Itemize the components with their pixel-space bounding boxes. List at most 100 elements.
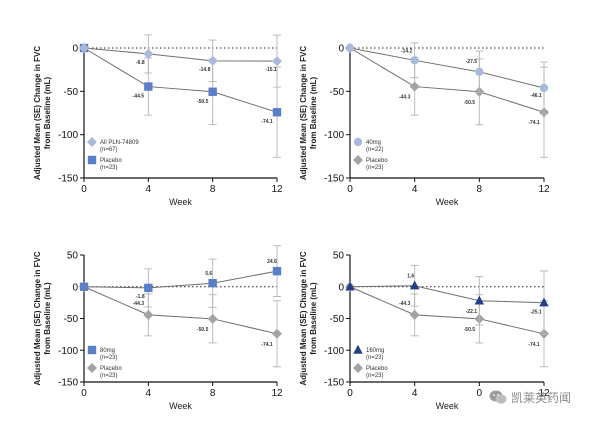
data-point bbox=[207, 55, 218, 66]
data-point bbox=[539, 297, 549, 307]
data-point bbox=[345, 281, 355, 291]
data-point bbox=[79, 282, 89, 291]
data-label: -44.3 bbox=[133, 301, 145, 307]
y-tick-label: -100 bbox=[58, 346, 78, 357]
data-label: -74.1 bbox=[528, 120, 540, 126]
legend-marker bbox=[353, 155, 363, 165]
data-label: -50.5 bbox=[464, 327, 476, 333]
legend-n: (n=23) bbox=[100, 373, 118, 379]
y-axis-title: Adjusted Mean (SE) Change in FVCfrom Bas… bbox=[33, 251, 52, 385]
data-label: 5.6 bbox=[205, 271, 212, 277]
x-tick-label: 8 bbox=[210, 184, 216, 195]
series-line bbox=[349, 286, 545, 335]
data-point bbox=[345, 43, 355, 53]
y-axis-title-line: Adjusted Mean (SE) Change in FVC bbox=[33, 46, 42, 180]
data-label: -44.3 bbox=[399, 95, 411, 101]
data-point bbox=[272, 328, 282, 339]
data-label: -25.1 bbox=[530, 310, 542, 316]
data-point bbox=[144, 82, 153, 91]
legend-marker bbox=[87, 345, 97, 355]
legend-n: (n=23) bbox=[366, 165, 384, 171]
watermark: 凯莱英药闻 bbox=[489, 389, 579, 407]
series-line bbox=[83, 286, 278, 335]
data-point bbox=[272, 108, 282, 117]
series-line bbox=[349, 47, 545, 89]
legend-n: (n=23) bbox=[366, 373, 384, 379]
x-tick-label: 12 bbox=[538, 388, 550, 399]
y-tick-label: 0 bbox=[72, 44, 78, 55]
data-label: -50.5 bbox=[197, 99, 209, 105]
legend-label: 160mg bbox=[366, 348, 384, 354]
x-tick-label: 8 bbox=[477, 184, 483, 195]
data-point bbox=[272, 56, 282, 67]
x-tick-label: 4 bbox=[146, 184, 152, 195]
data-point bbox=[409, 309, 420, 320]
legend-marker bbox=[87, 363, 97, 373]
y-axis-title: Adjusted Mean (SE) Change in FVCfrom Bas… bbox=[33, 46, 52, 180]
data-point bbox=[79, 43, 89, 53]
data-point bbox=[207, 313, 218, 324]
y-tick-label: 0 bbox=[338, 44, 344, 55]
y-axis-title-line: from Baseline (mL) bbox=[43, 282, 52, 355]
legend-label: 80mg bbox=[100, 348, 115, 354]
data-label: -14.2 bbox=[401, 48, 413, 54]
data-label: -46.1 bbox=[530, 93, 542, 99]
y-tick-label: 0 bbox=[338, 282, 344, 293]
y-tick-label: -50 bbox=[64, 314, 79, 325]
legend-n: (n=67) bbox=[100, 147, 118, 153]
x-tick-label: 0 bbox=[81, 388, 87, 399]
legend-label: All PLN-74809 bbox=[100, 140, 139, 146]
data-point bbox=[474, 295, 485, 305]
series-line bbox=[83, 270, 278, 289]
y-axis-title-line: from Baseline (mL) bbox=[309, 282, 318, 355]
data-label: 24.6 bbox=[267, 259, 277, 265]
x-tick-label: 0 bbox=[347, 388, 353, 399]
x-tick-label: 4 bbox=[412, 184, 418, 195]
y-tick-label: -100 bbox=[58, 130, 78, 141]
legend-marker bbox=[353, 137, 363, 147]
y-tick-label: 0 bbox=[72, 282, 78, 293]
x-axis-title: Week bbox=[436, 401, 459, 411]
wechat-icon bbox=[489, 390, 507, 404]
data-point bbox=[208, 278, 217, 288]
data-point bbox=[475, 67, 484, 77]
legend-marker bbox=[87, 155, 97, 165]
y-tick-label: -100 bbox=[324, 346, 344, 357]
legend-marker bbox=[353, 344, 363, 354]
data-label: -15.1 bbox=[265, 67, 277, 73]
data-point bbox=[409, 280, 420, 290]
x-tick-label: 0 bbox=[81, 184, 87, 195]
data-label: -50.5 bbox=[464, 100, 476, 106]
series-line bbox=[349, 47, 545, 113]
data-point bbox=[272, 266, 282, 276]
legend-label: Placebo bbox=[366, 366, 388, 372]
x-tick-label: 0 bbox=[477, 388, 483, 399]
data-point bbox=[539, 83, 549, 93]
x-tick-label: 4 bbox=[146, 388, 152, 399]
legend-label: Placebo bbox=[100, 366, 122, 372]
x-axis-title: Week bbox=[169, 401, 192, 411]
y-tick-label: -50 bbox=[330, 87, 345, 98]
y-axis-title-line: Adjusted Mean (SE) Change in FVC bbox=[299, 251, 308, 385]
x-tick-label: 0 bbox=[347, 184, 353, 195]
legend-marker bbox=[353, 363, 363, 373]
data-label: -27.5 bbox=[466, 59, 478, 65]
legend-n: (n=23) bbox=[100, 165, 118, 171]
data-label: -44.5 bbox=[133, 94, 145, 100]
y-axis-title-line: from Baseline (mL) bbox=[43, 76, 52, 149]
y-axis-title-line: Adjusted Mean (SE) Change in FVC bbox=[299, 46, 308, 180]
x-tick-label: 4 bbox=[412, 388, 418, 399]
legend-n: (n=23) bbox=[366, 355, 384, 361]
data-point bbox=[143, 48, 154, 59]
y-tick-label: -150 bbox=[324, 174, 344, 185]
y-tick-label: -150 bbox=[324, 378, 344, 389]
y-tick-label: -50 bbox=[64, 87, 79, 98]
series-line bbox=[83, 47, 278, 113]
data-label: -1.8 bbox=[136, 294, 145, 300]
data-point bbox=[208, 87, 217, 96]
y-tick-label: -50 bbox=[330, 314, 345, 325]
y-axis-title-line: from Baseline (mL) bbox=[309, 76, 318, 149]
